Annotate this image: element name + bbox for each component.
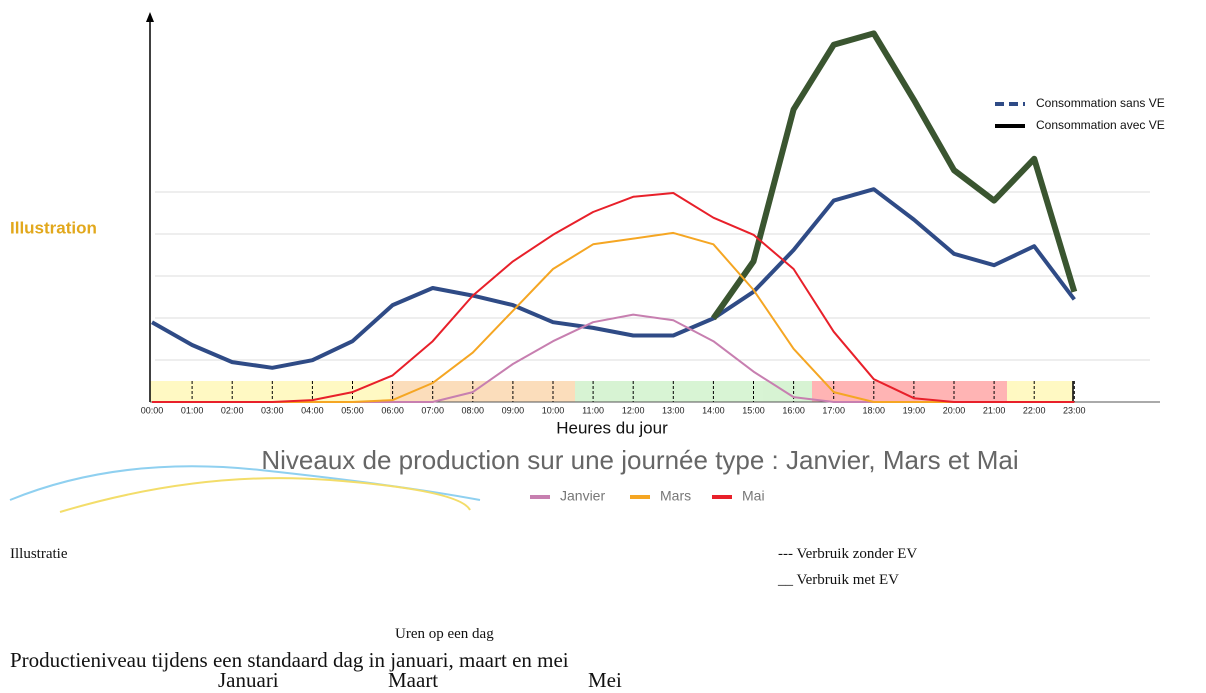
x-tick-label: 09:00 (502, 405, 525, 415)
legend-label: Consommation sans VE (1036, 96, 1165, 110)
x-tick-label: 01:00 (181, 405, 204, 415)
x-tick-label: 21:00 (983, 405, 1006, 415)
band (812, 381, 1007, 402)
series-line (152, 193, 1074, 402)
x-tick-label: 03:00 (261, 405, 284, 415)
side-label-translation: Illustratie (10, 546, 67, 563)
x-tick-label: 19:00 (903, 405, 926, 415)
x-tick-label: 14:00 (702, 405, 725, 415)
legend-label: Mars (660, 488, 691, 504)
chart: Illustration Heures du jour Niveaux de p… (0, 0, 1206, 520)
series-line (152, 189, 1074, 368)
x-tick-label: 02:00 (221, 405, 244, 415)
series-translation: Maart (388, 668, 438, 693)
x-label-translation: Uren op een dag (395, 626, 494, 643)
x-tick-label: 08:00 (462, 405, 485, 415)
legend-translation: --- Verbruik zonder EV (778, 546, 917, 563)
x-tick-label: 20:00 (943, 405, 966, 415)
chart-title: Niveaux de production sur une journée ty… (261, 445, 1018, 475)
decoration (60, 478, 470, 512)
legend-label: Janvier (560, 488, 605, 504)
x-tick-label: 00:00 (141, 405, 164, 415)
x-tick-label: 04:00 (301, 405, 324, 415)
side-label: Illustration (10, 218, 97, 237)
page: {"chart_data": {"type": "line", "side_la… (0, 0, 1206, 688)
title-translation: Productieniveau tijdens een standaard da… (10, 648, 569, 673)
legend-translation: __ Verbruik met EV (778, 572, 899, 589)
axis-arrow (146, 12, 154, 22)
x-tick-label: 16:00 (782, 405, 805, 415)
x-tick-label: 06:00 (381, 405, 404, 415)
x-tick-label: 18:00 (863, 405, 886, 415)
band (575, 381, 812, 402)
band (1007, 381, 1073, 402)
legend-label: Consommation avec VE (1036, 118, 1165, 132)
x-tick-label: 15:00 (742, 405, 765, 415)
x-tick-label: 12:00 (622, 405, 645, 415)
hour-bands (150, 381, 1073, 402)
series-translation: Mei (588, 668, 622, 693)
x-tick-label: 07:00 (421, 405, 444, 415)
x-tick-label: 17:00 (822, 405, 845, 415)
x-axis-label: Heures du jour (556, 418, 668, 437)
legend-label: Mai (742, 488, 765, 504)
x-tick-label: 13:00 (662, 405, 685, 415)
x-tick-label: 10:00 (542, 405, 565, 415)
x-tick-label: 23:00 (1063, 405, 1086, 415)
x-tick-label: 05:00 (341, 405, 364, 415)
series-translation: Januari (218, 668, 279, 693)
x-tick-label: 22:00 (1023, 405, 1046, 415)
x-tick-label: 11:00 (582, 405, 604, 415)
